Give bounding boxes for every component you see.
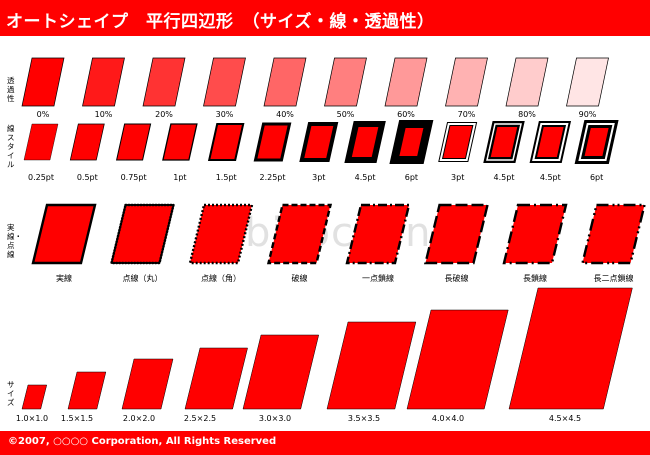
line-style-label: 4.5pt	[539, 173, 561, 182]
transparency-shape	[21, 57, 65, 107]
size-label: 1.0×1.0	[15, 414, 49, 423]
section-label-line-style: 線スタイル	[7, 124, 15, 169]
size-label: 4.5×4.5	[548, 414, 582, 423]
line-style-label: 6pt	[589, 173, 604, 182]
dash-style-shape	[502, 203, 568, 265]
transparency-label: 70%	[457, 110, 476, 119]
transparency-label: 30%	[215, 110, 234, 119]
line-style-shape	[344, 121, 386, 163]
section-label-dash: 実線・点線	[7, 223, 22, 259]
transparency-label: 50%	[336, 110, 355, 119]
double-line-inner	[486, 123, 522, 161]
size-shape	[508, 287, 633, 410]
size-label: 3.0×3.0	[258, 414, 292, 423]
line-style-shape	[574, 120, 619, 164]
line-style-label: 0.5pt	[76, 173, 98, 182]
dash-style-shape	[345, 203, 411, 265]
double-line-inner	[532, 123, 569, 161]
dash-style-shape	[31, 203, 97, 265]
line-style-label: 0.75pt	[120, 173, 147, 182]
transparency-shape	[384, 57, 428, 107]
transparency-label: 60%	[397, 110, 415, 119]
copyright-text: ©2007, ○○○○ Corporation, All Rights Rese…	[8, 436, 277, 447]
page-title: オートシェイプ 平行四辺形 （サイズ・線・透過性）	[6, 12, 435, 32]
dash-style-label: 点線（角）	[201, 274, 241, 283]
size-shape	[326, 321, 417, 410]
line-style-label: 1pt	[173, 173, 187, 182]
dash-style-label: 長破線	[444, 274, 469, 283]
dash-style-shape	[580, 203, 647, 265]
line-style-label: 4.5pt	[354, 173, 376, 182]
line-style-label: 1.5pt	[215, 173, 237, 182]
transparency-shape	[142, 57, 186, 107]
section-label-size: サイズ	[7, 380, 15, 407]
line-style-shape	[529, 121, 572, 163]
line-style-label: 6pt	[404, 173, 419, 182]
line-style-shape	[253, 122, 292, 162]
dash-style-label: 実線	[56, 274, 72, 283]
header-bar: オートシェイプ 平行四辺形 （サイズ・線・透過性）	[0, 0, 650, 36]
transparency-shape	[82, 57, 125, 107]
transparency-shape	[263, 57, 307, 107]
line-style-shape	[69, 123, 105, 161]
line-style-shape	[483, 121, 525, 163]
line-style-shape	[162, 123, 198, 161]
transparency-label: 90%	[578, 110, 597, 119]
line-style-label: 0.25pt	[27, 173, 55, 182]
line-style-label: 4.5pt	[493, 173, 515, 182]
dash-style-label: 点線（丸）	[122, 274, 163, 283]
line-style-shape	[23, 123, 59, 161]
transparency-shape	[445, 57, 488, 107]
size-shape	[242, 334, 320, 410]
transparency-shape	[566, 57, 609, 107]
dash-style-label: 破線	[291, 274, 308, 283]
dash-style-label: 一点鎖線	[362, 274, 394, 283]
dash-style-shape	[109, 203, 176, 265]
transparency-label: 20%	[155, 110, 173, 119]
size-shape	[21, 384, 48, 410]
transparency-label: 10%	[94, 110, 113, 119]
line-style-shape	[389, 120, 434, 164]
transparency-shape	[324, 57, 367, 107]
size-label: 2.5×2.5	[183, 414, 217, 423]
size-shape	[121, 358, 174, 410]
line-style-label: 2.25pt	[259, 173, 286, 182]
dash-style-shape	[266, 203, 333, 265]
line-style-label: 3pt	[312, 173, 326, 182]
line-style-shape	[115, 123, 152, 161]
size-shape	[406, 309, 509, 410]
line-style-shape	[207, 123, 245, 161]
line-style-label: 3pt	[451, 173, 465, 182]
double-line-inner	[439, 123, 476, 161]
line-style-shape	[438, 122, 478, 162]
size-label: 3.5×3.5	[347, 414, 381, 423]
dash-style-shape	[423, 203, 490, 265]
transparency-shape	[203, 57, 246, 107]
transparency-label: 0%	[36, 110, 50, 119]
dash-style-label: 長鎖線	[523, 274, 547, 283]
size-label: 1.5×1.5	[60, 414, 94, 423]
section-label-transparency: 透過性	[7, 76, 15, 103]
footer-bar: ©2007, ○○○○ Corporation, All Rights Rese…	[0, 431, 650, 455]
size-shape	[184, 347, 248, 410]
size-label: 4.0×4.0	[431, 414, 465, 423]
transparency-shape	[505, 57, 549, 107]
transparency-label: 80%	[518, 110, 536, 119]
transparency-label: 40%	[276, 110, 294, 119]
line-style-shape	[299, 122, 339, 162]
size-shape	[67, 371, 107, 410]
dash-style-label: 長二点鎖線	[593, 274, 634, 283]
size-label: 2.0×2.0	[122, 414, 156, 423]
dash-style-shape	[188, 203, 254, 265]
double-line-inner	[578, 123, 615, 161]
